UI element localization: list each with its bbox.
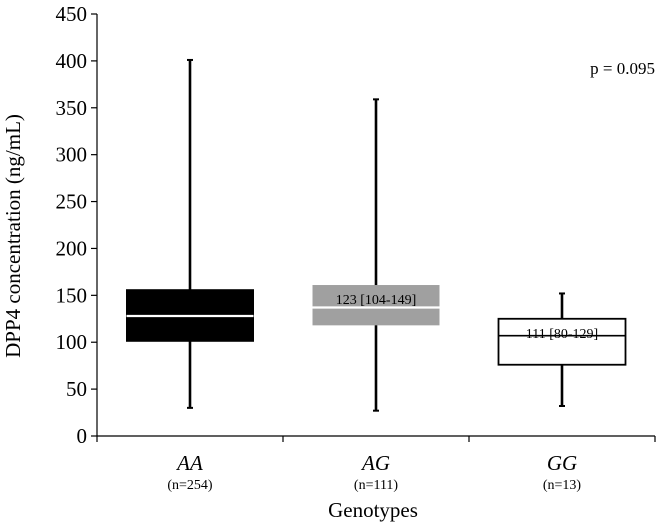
y-tick-label: 150 [56, 283, 88, 307]
box-group-ag: 123 [104-149] [312, 98, 440, 412]
y-axis-title: DPP4 concentration (ng/mL) [1, 114, 25, 358]
box-group-gg: 111 [80-129] [497, 292, 627, 407]
sample-size-label: (n=13) [543, 478, 582, 493]
y-tick-label: 300 [56, 143, 88, 167]
box-group-aa: 128 [101-159] [126, 58, 254, 409]
y-tick-label: 450 [56, 2, 88, 26]
box [312, 285, 440, 326]
sample-size-label: (n=111) [354, 478, 399, 493]
category-label: AG [360, 451, 390, 475]
y-tick-label: 400 [56, 49, 88, 73]
y-ticks: 0 50 100 150 200 250 300 350 400 450 [56, 2, 97, 448]
p-value-annotation: p = 0.095 [590, 59, 655, 78]
x-labels: AA (n=254) AG (n=111) GG (n=13) [96, 436, 656, 493]
category-label: GG [547, 451, 577, 475]
y-tick-label: 0 [77, 424, 88, 448]
category-label: AA [175, 451, 203, 475]
y-tick-label: 350 [56, 96, 88, 120]
box-stat-label: 123 [104-149] [336, 293, 417, 308]
box-stat-label: 111 [80-129] [526, 327, 598, 342]
y-tick-label: 250 [56, 190, 88, 214]
box [497, 317, 627, 366]
box-stat-label: 128 [101-159] [150, 298, 231, 313]
y-tick-label: 100 [56, 330, 88, 354]
sample-size-label: (n=254) [167, 478, 213, 493]
axes [96, 14, 655, 437]
x-axis-title: Genotypes [328, 498, 418, 522]
y-tick-label: 200 [56, 236, 88, 260]
y-tick-label: 50 [66, 377, 87, 401]
boxes: 128 [101-159] 123 [104-149] 111 [80-129] [126, 58, 627, 412]
